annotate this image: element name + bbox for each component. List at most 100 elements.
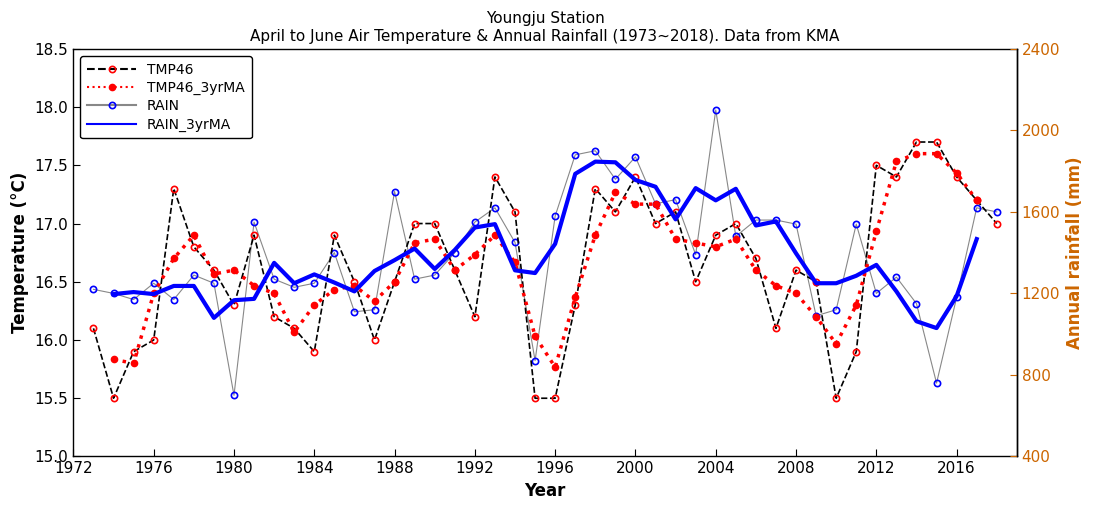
RAIN_3yrMA [529, 270, 542, 276]
Title: Youngju Station
April to June Air Temperature & Annual Rainfall (1973~2018). Dat: Youngju Station April to June Air Temper… [251, 11, 840, 43]
TMP46_3yrMA [689, 240, 702, 246]
RAIN [168, 296, 181, 303]
RAIN [107, 290, 120, 296]
RAIN_3yrMA [288, 280, 301, 286]
TMP46 [830, 395, 843, 401]
RAIN_3yrMA [348, 288, 361, 294]
RAIN_3yrMA [388, 257, 401, 263]
TMP46 [568, 302, 581, 308]
TMP46_3yrMA [348, 283, 361, 289]
TMP46 [529, 395, 542, 401]
TMP46_3yrMA [288, 329, 301, 335]
RAIN [850, 221, 863, 227]
RAIN [207, 280, 220, 286]
RAIN_3yrMA [207, 315, 220, 321]
RAIN_3yrMA [809, 280, 822, 286]
RAIN_3yrMA [147, 291, 160, 297]
TMP46 [770, 326, 783, 332]
TMP46_3yrMA [368, 298, 381, 304]
TMP46 [327, 232, 341, 238]
RAIN_3yrMA [689, 185, 702, 191]
RAIN [970, 205, 983, 211]
TMP46_3yrMA [609, 190, 622, 196]
TMP46_3yrMA [147, 290, 160, 296]
TMP46 [589, 185, 602, 192]
TMP46 [207, 267, 220, 273]
TMP46 [488, 174, 502, 180]
TMP46_3yrMA [950, 170, 964, 176]
RAIN_3yrMA [789, 250, 803, 257]
TMP46 [869, 162, 883, 169]
TMP46 [147, 337, 160, 343]
TMP46 [388, 278, 401, 285]
RAIN_3yrMA [729, 185, 742, 192]
RAIN_3yrMA [408, 245, 422, 251]
RAIN [327, 249, 341, 256]
RAIN_3yrMA [710, 197, 723, 203]
TMP46 [910, 139, 923, 145]
RAIN_3yrMA [890, 288, 903, 294]
RAIN_3yrMA [629, 177, 642, 183]
X-axis label: Year: Year [525, 482, 566, 500]
RAIN_3yrMA [549, 241, 562, 247]
TMP46 [187, 244, 200, 250]
RAIN [508, 239, 521, 245]
TMP46 [809, 278, 822, 285]
TMP46 [970, 197, 983, 203]
TMP46_3yrMA [830, 341, 843, 347]
RAIN [408, 276, 422, 282]
RAIN [950, 294, 964, 300]
RAIN [710, 107, 723, 113]
TMP46_3yrMA [568, 294, 581, 300]
RAIN_3yrMA [589, 158, 602, 165]
RAIN [428, 272, 441, 278]
TMP46_3yrMA [508, 259, 521, 265]
RAIN [288, 284, 301, 290]
RAIN [87, 286, 100, 292]
RAIN_3yrMA [830, 280, 843, 286]
TMP46_3yrMA [327, 287, 341, 293]
TMP46 [428, 220, 441, 226]
Line: RAIN: RAIN [91, 107, 1000, 399]
RAIN [729, 234, 742, 240]
RAIN_3yrMA [228, 297, 241, 304]
TMP46_3yrMA [930, 151, 943, 157]
TMP46 [508, 209, 521, 215]
RAIN [267, 276, 280, 282]
RAIN [609, 176, 622, 182]
TMP46 [749, 256, 762, 262]
TMP46_3yrMA [589, 232, 602, 238]
RAIN [890, 274, 903, 280]
RAIN [228, 392, 241, 399]
TMP46 [408, 220, 422, 226]
RAIN_3yrMA [749, 222, 762, 228]
RAIN_3yrMA [469, 224, 482, 230]
RAIN_3yrMA [568, 171, 581, 177]
TMP46 [729, 220, 742, 226]
TMP46 [850, 349, 863, 355]
RAIN_3yrMA [669, 216, 682, 222]
TMP46 [288, 326, 301, 332]
TMP46_3yrMA [127, 360, 140, 366]
RAIN [147, 280, 160, 286]
TMP46_3yrMA [710, 244, 723, 250]
TMP46 [308, 349, 321, 355]
TMP46_3yrMA [549, 364, 562, 370]
TMP46 [348, 278, 361, 285]
RAIN [689, 251, 702, 258]
TMP46 [469, 314, 482, 320]
TMP46_3yrMA [850, 302, 863, 308]
TMP46 [930, 139, 943, 145]
TMP46_3yrMA [970, 197, 983, 203]
TMP46 [87, 326, 100, 332]
RAIN [649, 201, 662, 207]
TMP46_3yrMA [207, 271, 220, 277]
TMP46 [710, 232, 723, 238]
TMP46_3yrMA [789, 290, 803, 296]
RAIN [568, 152, 581, 158]
TMP46 [549, 395, 562, 401]
TMP46 [689, 278, 702, 285]
RAIN_3yrMA [267, 260, 280, 266]
TMP46 [950, 174, 964, 180]
RAIN_3yrMA [508, 267, 521, 273]
